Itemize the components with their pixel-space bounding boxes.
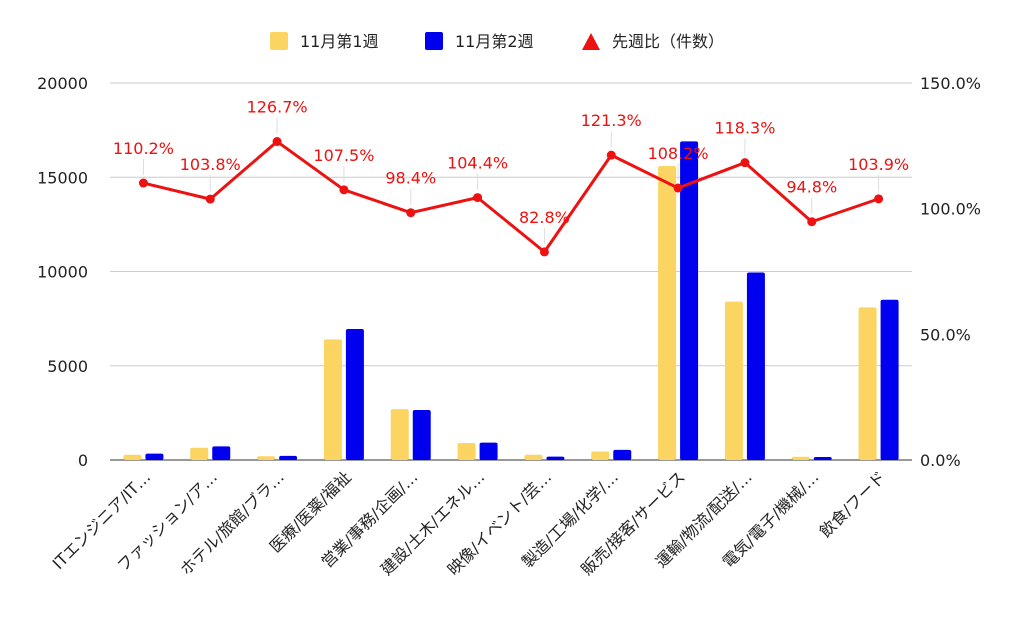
line-series [143, 140, 880, 254]
y2-tick-label: 100.0% [920, 200, 981, 219]
bar [613, 449, 632, 460]
x-tick-label: 飲食/フード [816, 467, 890, 541]
bar [190, 447, 209, 460]
y-tick-label: 15000 [37, 168, 88, 187]
legend-swatch [582, 33, 600, 50]
line-point [807, 217, 817, 227]
y2-tick-label: 150.0% [920, 74, 981, 93]
data-label: 104.4% [447, 154, 508, 173]
bar [345, 328, 364, 460]
legend-label: 11月第1週 [300, 32, 379, 51]
bar [145, 453, 164, 460]
bar [546, 456, 565, 460]
legend: 11月第1週 11月第2週 先週比（件数） [270, 32, 724, 51]
y-tick-label: 20000 [37, 74, 88, 93]
data-label: 110.2% [113, 139, 174, 158]
line-point [473, 193, 483, 203]
bar [390, 409, 409, 460]
line-point [406, 208, 416, 218]
bar [457, 443, 476, 460]
data-label: 107.5% [313, 146, 374, 165]
line-point [673, 183, 683, 193]
legend-label: 先週比（件数） [612, 32, 724, 51]
bar [479, 442, 498, 460]
data-label: 103.8% [180, 155, 241, 174]
data-label: 82.8% [519, 208, 570, 227]
data-label: 108.2% [648, 144, 709, 163]
line-point [740, 158, 750, 168]
legend-swatch [425, 32, 443, 50]
data-label: 126.7% [247, 98, 308, 117]
y-tick-label: 10000 [37, 263, 88, 282]
bar [412, 410, 431, 460]
y-tick-label: 5000 [47, 357, 88, 376]
data-label: 94.8% [786, 178, 837, 197]
line-point [205, 194, 215, 204]
bar [746, 272, 765, 460]
bar [123, 454, 142, 460]
bar [524, 454, 543, 460]
bar [724, 301, 743, 460]
bar [813, 456, 832, 460]
y2-tick-label: 0.0% [920, 451, 961, 470]
line-point [339, 185, 349, 195]
data-label: 118.3% [714, 119, 775, 138]
bar [591, 451, 610, 460]
bar [658, 165, 677, 460]
line-point [272, 137, 282, 147]
line-point [539, 247, 549, 257]
bar [257, 456, 276, 460]
bar [858, 307, 877, 460]
line-point [606, 150, 616, 160]
bar [323, 339, 342, 460]
data-label: 98.4% [385, 169, 436, 188]
data-label: 121.3% [581, 111, 642, 130]
legend-swatch [270, 32, 288, 50]
line-point [138, 178, 148, 188]
bar [680, 141, 699, 460]
legend-label: 11月第2週 [455, 32, 534, 51]
bar [212, 446, 231, 460]
y-tick-label: 0 [78, 451, 88, 470]
bar [791, 456, 810, 460]
data-label: 103.9% [848, 155, 909, 174]
y2-tick-label: 50.0% [920, 325, 971, 344]
bar [880, 299, 899, 460]
line-point [874, 194, 884, 204]
bar [279, 455, 298, 460]
